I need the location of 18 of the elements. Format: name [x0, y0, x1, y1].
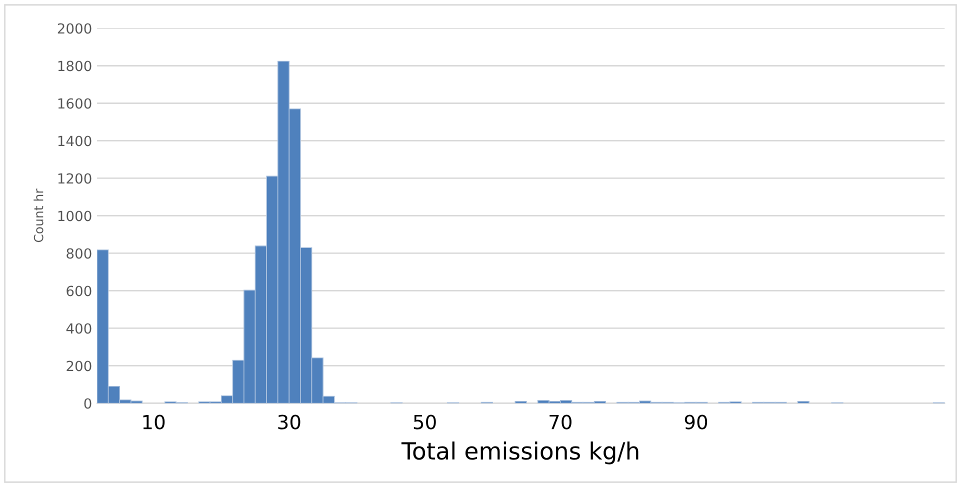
y-tick-label: 0 — [84, 398, 92, 409]
x-tick-label: 70 — [550, 414, 572, 430]
y-tick-label: 1000 — [58, 210, 92, 222]
y-tick-label: 1600 — [58, 98, 92, 109]
y-tick-label: 1400 — [58, 136, 92, 146]
y-tick-label: 1800 — [58, 60, 92, 72]
x-tick-label: 10 — [143, 414, 165, 430]
y-tick-label: 2000 — [58, 23, 92, 34]
y-tick-label: 800 — [66, 248, 92, 259]
x-tick-label: 50 — [414, 414, 436, 430]
y-axis-title: Count hr — [34, 188, 44, 242]
x-axis-title: Total emissions kg/h — [401, 442, 638, 464]
y-tick-label: 600 — [66, 286, 92, 296]
y-tick-label: 200 — [66, 360, 92, 372]
x-tick-label: 90 — [684, 414, 708, 430]
y-tick-label: 400 — [66, 323, 92, 334]
x-tick-label: 30 — [278, 414, 300, 430]
y-tick-label: 1200 — [58, 173, 92, 184]
